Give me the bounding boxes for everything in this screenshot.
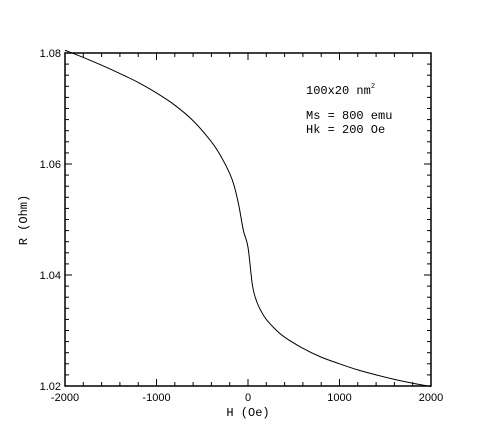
annotation-geometry-sup: 2 xyxy=(371,83,375,91)
y-tick-label: 1.02 xyxy=(40,381,61,393)
annotation-ms: Ms = 800 emu xyxy=(306,109,392,123)
y-axis: 1.02 1.04 1.06 1.08 xyxy=(40,48,431,393)
series-line xyxy=(64,49,432,388)
annotation-hk: Hk = 200 Oe xyxy=(306,123,385,137)
x-tick-label: 0 xyxy=(245,392,251,404)
x-tick-label: 1000 xyxy=(327,392,351,404)
y-tick-label: 1.06 xyxy=(40,159,61,171)
annotation-geometry: 100x20 nm2 xyxy=(306,83,375,98)
y-tick-label: 1.08 xyxy=(40,48,61,60)
x-axis-label: H (Oe) xyxy=(226,406,269,420)
x-tick-label: -2000 xyxy=(51,392,79,404)
x-tick-label: -1000 xyxy=(142,392,170,404)
y-tick-label: 1.04 xyxy=(40,270,61,282)
plot-frame xyxy=(64,52,432,387)
x-tick-label: 2000 xyxy=(419,392,443,404)
minor-ticks xyxy=(65,53,431,386)
y-axis-label: R (Ohm) xyxy=(17,195,31,245)
x-axis: -2000 -1000 0 1000 2000 xyxy=(51,53,443,404)
annotation-geometry-text: 100x20 nm xyxy=(306,84,371,98)
